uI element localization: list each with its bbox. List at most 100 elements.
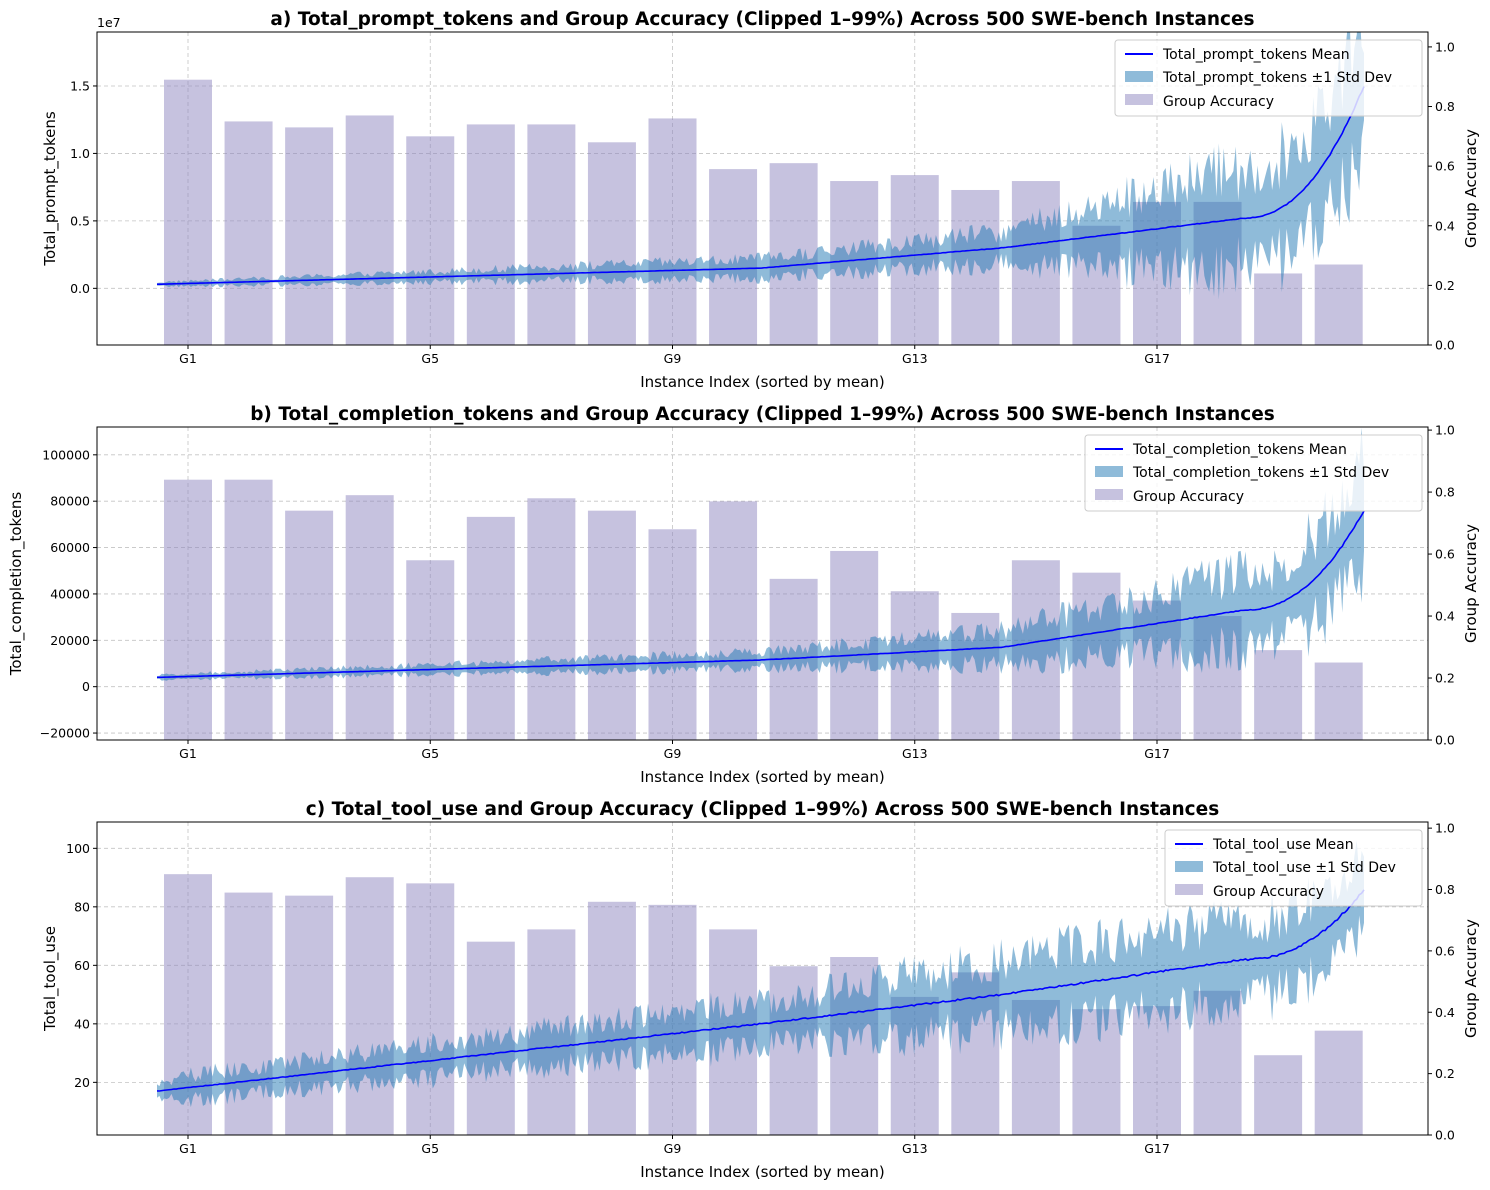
chart-title: a) Total_prompt_tokens and Group Accurac… — [270, 9, 1254, 30]
right-y-tick-label: 0.0 — [1435, 338, 1455, 353]
legend-std-label: Total_tool_use ±1 Std Dev — [1212, 860, 1396, 876]
y-tick-label: 100 — [66, 841, 90, 856]
accuracy-bar — [406, 560, 455, 740]
accuracy-bar — [345, 115, 394, 345]
x-tick-label: G5 — [421, 351, 439, 366]
legend-std-swatch — [1095, 466, 1123, 477]
accuracy-bar — [648, 118, 697, 345]
y-tick-label: 100000 — [42, 447, 90, 462]
legend-std-swatch — [1175, 861, 1203, 872]
accuracy-bar — [466, 516, 515, 740]
right-y-tick-label: 0.8 — [1435, 99, 1455, 114]
x-axis-label: Instance Index (sorted by mean) — [640, 373, 885, 391]
accuracy-bar — [406, 136, 455, 345]
right-y-tick-label: 0.2 — [1435, 671, 1455, 686]
accuracy-bar — [709, 501, 758, 740]
std-band — [157, 32, 1364, 300]
y-tick-label: 0.5 — [70, 213, 90, 228]
y-tick-label: 0 — [82, 679, 90, 694]
std-band — [157, 840, 1364, 1108]
y-tick-label: −20000 — [40, 726, 90, 741]
legend-bar-label: Group Accuracy — [1133, 489, 1244, 505]
right-y-tick-label: 1.0 — [1435, 821, 1455, 836]
chart-panel-3: 20 40 60 80 100 0.0 0.2 0.4 0.6 0.8 1.0 G1 G5 G9 G13 G1… — [41, 799, 1480, 1181]
accuracy-bar — [224, 121, 273, 345]
x-axis-label: Instance Index (sorted by mean) — [640, 1163, 885, 1181]
accuracy-bar — [285, 510, 334, 740]
legend-mean-label: Total_prompt_tokens Mean — [1162, 47, 1350, 63]
y-tick-label: 60 — [74, 958, 90, 973]
legend-bar-label: Group Accuracy — [1213, 884, 1324, 900]
accuracy-bar — [285, 127, 334, 345]
accuracy-bar — [345, 877, 394, 1135]
legend-mean-label: Total_completion_tokens Mean — [1132, 442, 1347, 458]
y-axis-label: Total_tool_use — [41, 926, 60, 1032]
y-tick-label: 60000 — [50, 540, 90, 555]
y-tick-label: 80 — [74, 899, 90, 914]
right-y-tick-label: 0.6 — [1435, 547, 1455, 562]
y-tick-label: 20 — [74, 1075, 90, 1090]
y-tick-label: 1.0 — [70, 146, 90, 161]
legend-bar-swatch — [1125, 94, 1153, 105]
legend-bar-label: Group Accuracy — [1163, 94, 1274, 110]
x-tick-label: G1 — [179, 746, 197, 761]
accuracy-bar — [527, 498, 576, 740]
right-y-tick-label: 1.0 — [1435, 423, 1455, 438]
right-y-tick-label: 0.6 — [1435, 159, 1455, 174]
x-tick-label: G9 — [664, 1141, 682, 1156]
accuracy-bar — [527, 124, 576, 345]
accuracy-bar — [466, 124, 515, 345]
x-tick-label: G9 — [664, 351, 682, 366]
accuracy-bar — [1314, 1030, 1363, 1135]
legend: Total_tool_use Mean Total_tool_use ±1 Std… — [1164, 829, 1423, 907]
mean-line — [156, 86, 1365, 286]
legend-box — [1084, 434, 1423, 512]
legend-std-swatch — [1125, 71, 1153, 82]
accuracy-bar — [406, 883, 455, 1135]
accuracy-bar — [285, 895, 334, 1135]
plot-area — [156, 32, 1365, 345]
right-y-tick-label: 0.2 — [1435, 278, 1455, 293]
right-y-tick-label: 0.4 — [1435, 609, 1455, 624]
right-y-tick-label: 0.0 — [1435, 1128, 1455, 1143]
accuracy-bar — [769, 163, 818, 345]
x-tick-label: G17 — [1144, 746, 1170, 761]
accuracy-bar — [830, 957, 879, 1135]
legend-std-label: Total_completion_tokens ±1 Std Dev — [1132, 465, 1389, 481]
accuracy-bar — [1254, 1055, 1303, 1135]
accuracy-bar — [890, 591, 939, 740]
right-y-tick-label: 1.0 — [1435, 39, 1455, 54]
accuracy-bar — [587, 142, 636, 345]
legend-bar-swatch — [1175, 884, 1203, 895]
axes-frame — [96, 821, 1429, 1136]
accuracy-bar — [1314, 662, 1363, 740]
right-y-axis-label: Group Accuracy — [1462, 524, 1480, 643]
legend-std-label: Total_prompt_tokens ±1 Std Dev — [1162, 70, 1392, 86]
legend: Total_prompt_tokens Mean Total_prompt_tok… — [1114, 39, 1423, 117]
right-y-tick-label: 0.6 — [1435, 943, 1455, 958]
right-y-axis-label: Group Accuracy — [1462, 919, 1480, 1038]
right-y-tick-label: 0.8 — [1435, 882, 1455, 897]
x-tick-label: G13 — [902, 746, 928, 761]
x-tick-label: G13 — [902, 351, 928, 366]
legend: Total_completion_tokens Mean Total_comple… — [1084, 434, 1423, 512]
y-tick-label: 20000 — [50, 633, 90, 648]
accuracy-bar — [224, 892, 273, 1135]
y-tick-label: 1.5 — [70, 78, 90, 93]
x-tick-label: G5 — [421, 746, 439, 761]
legend-box — [1114, 39, 1423, 117]
accuracy-bar — [1254, 273, 1303, 345]
chart-title: c) Total_tool_use and Group Accuracy (Cl… — [306, 799, 1219, 820]
right-y-axis-label: Group Accuracy — [1462, 129, 1480, 248]
chart-panel-1: 0.0 0.5 1.0 1.5 1e7 0.0 0.2 0.4 0.6 0.8 1.0 G1 G5 G9 G… — [41, 9, 1480, 391]
plot-area — [156, 427, 1365, 740]
legend-bar-swatch — [1095, 489, 1123, 500]
mean-line — [156, 889, 1365, 1092]
y-scale-note: 1e7 — [97, 15, 121, 30]
axes-frame — [96, 426, 1429, 741]
accuracy-bar — [1193, 990, 1242, 1135]
x-tick-label: G1 — [179, 1141, 197, 1156]
legend-box — [1164, 829, 1423, 907]
y-axis-label: Total_completion_tokens — [7, 492, 26, 677]
